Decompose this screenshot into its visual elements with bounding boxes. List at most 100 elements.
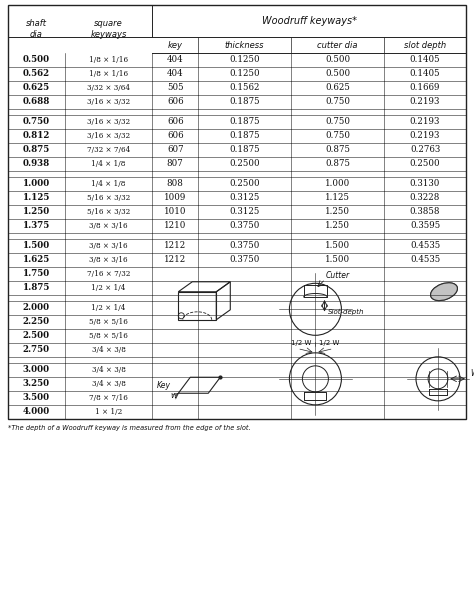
Text: 404: 404	[167, 69, 183, 79]
Text: 1/4 × 1/8: 1/4 × 1/8	[91, 160, 126, 168]
Text: 1210: 1210	[164, 221, 186, 230]
Text: 4.000: 4.000	[23, 407, 50, 417]
Text: 0.812: 0.812	[23, 131, 50, 140]
Text: 0.625: 0.625	[325, 83, 350, 92]
Text: 0.3130: 0.3130	[410, 179, 440, 188]
Text: 3/32 × 3/64: 3/32 × 3/64	[87, 84, 130, 92]
Text: 1212: 1212	[164, 256, 186, 265]
Text: 808: 808	[167, 179, 184, 188]
Text: 0.1562: 0.1562	[229, 83, 260, 92]
Text: Key: Key	[157, 381, 171, 390]
Text: 1/4 × 1/8: 1/4 × 1/8	[91, 180, 126, 188]
Text: 5/8 × 5/16: 5/8 × 5/16	[89, 318, 128, 326]
Text: 505: 505	[167, 83, 183, 92]
Text: 606: 606	[167, 98, 183, 107]
Text: 3/4 × 3/8: 3/4 × 3/8	[91, 346, 126, 354]
Text: 1.875: 1.875	[23, 284, 50, 292]
Ellipse shape	[430, 283, 457, 301]
Text: 606: 606	[167, 131, 183, 140]
Text: 0.938: 0.938	[23, 159, 50, 169]
Text: 7/16 × 7/32: 7/16 × 7/32	[87, 270, 130, 278]
Text: 3/16 × 3/32: 3/16 × 3/32	[87, 98, 130, 106]
Text: 1/2 W: 1/2 W	[319, 340, 340, 346]
Text: 1/8 × 1/16: 1/8 × 1/16	[89, 70, 128, 78]
Text: 1.500: 1.500	[325, 242, 350, 250]
Text: 1 × 1/2: 1 × 1/2	[95, 408, 122, 416]
Text: 7/32 × 7/64: 7/32 × 7/64	[87, 146, 130, 154]
Text: shaft
dia: shaft dia	[26, 19, 47, 39]
Text: 1.250: 1.250	[23, 208, 50, 217]
Text: 3/8 × 3/16: 3/8 × 3/16	[89, 222, 128, 230]
Text: 0.3125: 0.3125	[229, 194, 260, 202]
Text: 0.750: 0.750	[325, 131, 350, 140]
Text: 0.1669: 0.1669	[410, 83, 440, 92]
Text: 0.688: 0.688	[23, 98, 50, 107]
Text: 0.3750: 0.3750	[229, 256, 260, 265]
Text: 1.000: 1.000	[23, 179, 50, 188]
Text: 3/8 × 3/16: 3/8 × 3/16	[89, 256, 128, 264]
Text: slot depth: slot depth	[404, 40, 446, 50]
Text: 0.875: 0.875	[325, 159, 350, 169]
Text: 1.125: 1.125	[23, 194, 50, 202]
Text: 0.4535: 0.4535	[410, 256, 440, 265]
Text: 807: 807	[167, 159, 183, 169]
Text: 0.1875: 0.1875	[229, 146, 260, 155]
Text: 1/8 × 1/16: 1/8 × 1/16	[89, 56, 128, 64]
Text: 0.2500: 0.2500	[410, 159, 440, 169]
Text: 0.1250: 0.1250	[229, 69, 260, 79]
Text: 1.000: 1.000	[325, 179, 350, 188]
Text: 3/4 × 3/8: 3/4 × 3/8	[91, 380, 126, 388]
Text: 0.3750: 0.3750	[229, 242, 260, 250]
Text: 0.2763: 0.2763	[410, 146, 440, 155]
Text: 3/16 × 3/32: 3/16 × 3/32	[87, 118, 130, 126]
Text: 1.250: 1.250	[325, 208, 350, 217]
Text: 0.3228: 0.3228	[410, 194, 440, 202]
Text: Woodruff keyways*: Woodruff keyways*	[262, 16, 356, 26]
Text: 0.3125: 0.3125	[229, 208, 260, 217]
Text: 3/4 × 3/8: 3/4 × 3/8	[91, 366, 126, 374]
Text: *The depth of a Woodruff keyway is measured from the edge of the slot.: *The depth of a Woodruff keyway is measu…	[8, 425, 251, 431]
Text: 0.625: 0.625	[23, 83, 50, 92]
Text: 2.000: 2.000	[23, 304, 50, 313]
Text: 1.625: 1.625	[23, 256, 50, 265]
Text: 0.750: 0.750	[23, 117, 50, 127]
Text: 5/16 × 3/32: 5/16 × 3/32	[87, 208, 130, 216]
Text: 0.2500: 0.2500	[229, 159, 260, 169]
Text: 0.750: 0.750	[325, 98, 350, 107]
Text: 2.250: 2.250	[23, 317, 50, 327]
Text: 0.875: 0.875	[325, 146, 350, 155]
Text: cutter dia: cutter dia	[317, 40, 358, 50]
Text: 2.750: 2.750	[23, 346, 50, 355]
Text: Cutter: Cutter	[326, 271, 349, 280]
Text: 0.562: 0.562	[23, 69, 50, 79]
Text: 404: 404	[167, 56, 183, 65]
Text: 1.125: 1.125	[325, 194, 350, 202]
Text: 0.1875: 0.1875	[229, 98, 260, 107]
Text: key: key	[168, 40, 183, 50]
Text: 1.500: 1.500	[325, 256, 350, 265]
Text: 0.3858: 0.3858	[410, 208, 440, 217]
Text: 0.500: 0.500	[325, 56, 350, 65]
Text: 0.2500: 0.2500	[229, 179, 260, 188]
Text: 1.750: 1.750	[23, 269, 50, 278]
Text: 1/2 × 1/4: 1/2 × 1/4	[91, 304, 126, 312]
Text: 0.3750: 0.3750	[229, 221, 260, 230]
Text: 3.500: 3.500	[23, 394, 50, 403]
Text: 0.3595: 0.3595	[410, 221, 440, 230]
Text: 606: 606	[167, 117, 183, 127]
Text: W: W	[470, 369, 474, 378]
Text: 607: 607	[167, 146, 183, 155]
Text: 1/2 × 1/4: 1/2 × 1/4	[91, 284, 126, 292]
Text: Slot-depth: Slot-depth	[328, 308, 364, 315]
Text: 0.500: 0.500	[325, 69, 350, 79]
Text: 0.4535: 0.4535	[410, 242, 440, 250]
Text: 3/8 × 3/16: 3/8 × 3/16	[89, 242, 128, 250]
Text: 1009: 1009	[164, 194, 186, 202]
Text: 3.250: 3.250	[23, 379, 50, 388]
Text: 7/8 × 7/16: 7/8 × 7/16	[89, 394, 128, 402]
Text: 0.875: 0.875	[23, 146, 50, 155]
Text: 1.375: 1.375	[23, 221, 50, 230]
Text: 2.500: 2.500	[23, 332, 50, 340]
Text: 1010: 1010	[164, 208, 186, 217]
Text: 0.2193: 0.2193	[410, 98, 440, 107]
